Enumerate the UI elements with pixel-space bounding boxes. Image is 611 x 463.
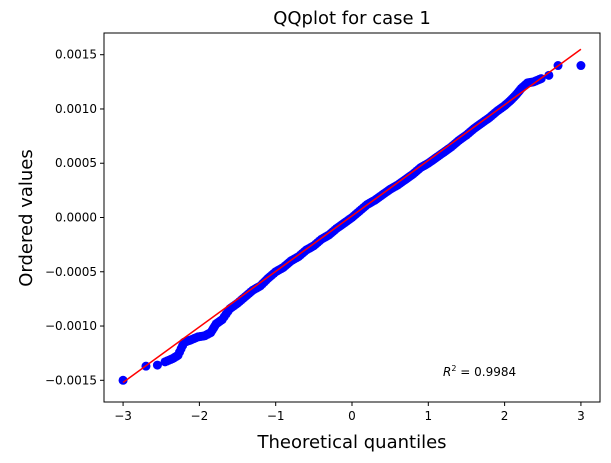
y-tick-label: 0.0010 (55, 102, 97, 116)
x-axis-title: Theoretical quantiles (256, 432, 446, 453)
x-tick-label: 3 (577, 409, 585, 423)
r-squared-value: = 0.9984 (456, 365, 516, 379)
y-tick-label: 0.0015 (55, 48, 97, 62)
r-squared-annotation: R2 = 0.9984 (443, 364, 516, 379)
y-tick-label: −0.0005 (45, 265, 97, 279)
y-axis-title: Ordered values (16, 149, 37, 287)
fit-layer (122, 48, 582, 384)
x-tick-label: −2 (191, 409, 209, 423)
chart-title: QQplot for case 1 (273, 8, 431, 29)
x-axis: −3 −2 −1 0 1 2 3 (114, 402, 585, 423)
x-tick-label: 1 (424, 409, 432, 423)
x-tick-label: −1 (267, 409, 285, 423)
points-layer (118, 61, 586, 385)
data-point (544, 70, 554, 80)
fit-line (122, 48, 582, 384)
plot-area (104, 33, 600, 402)
data-point (576, 61, 586, 71)
y-tick-label: 0.0005 (55, 156, 97, 170)
x-tick-label: 0 (348, 409, 356, 423)
r-squared-symbol: R (443, 365, 451, 379)
r-squared-superscript: 2 (451, 364, 456, 373)
y-tick-label: −0.0010 (45, 319, 97, 333)
data-point (152, 360, 162, 370)
x-tick-label: −3 (114, 409, 132, 423)
y-tick-label: 0.0000 (55, 211, 97, 225)
x-tick-label: 2 (501, 409, 509, 423)
y-axis: −0.0015 −0.0010 −0.0005 0.0000 0.0005 0.0010 0… (45, 48, 104, 387)
data-point (118, 375, 128, 385)
y-tick-label: −0.0015 (45, 373, 97, 387)
